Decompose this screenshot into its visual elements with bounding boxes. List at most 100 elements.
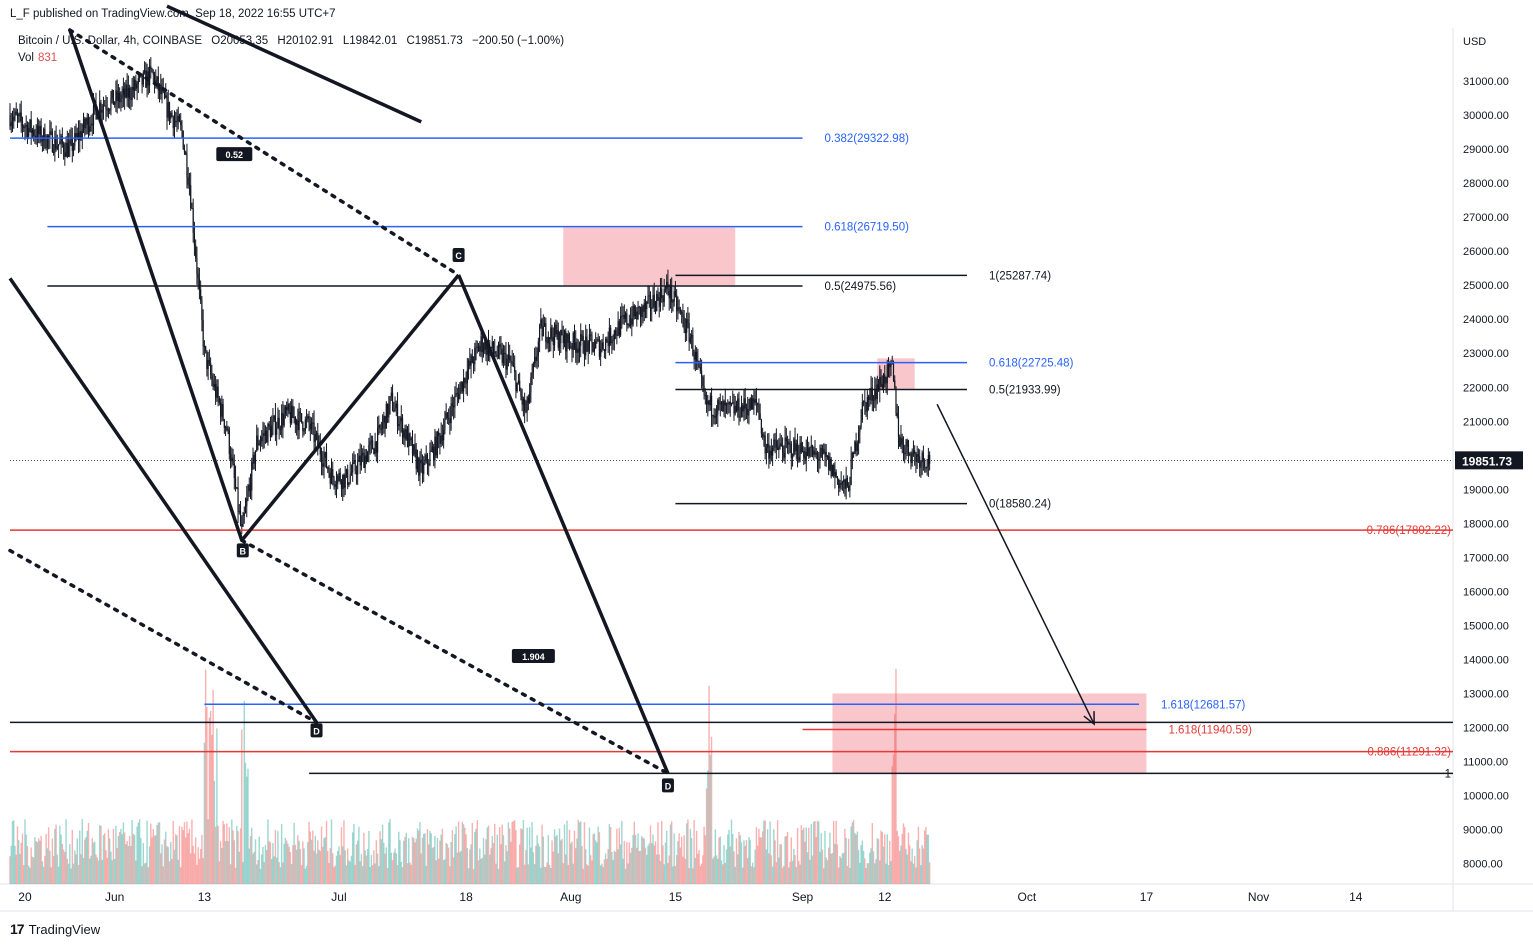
candle-body — [43, 128, 45, 141]
volume-bar — [484, 854, 486, 884]
candle-body — [11, 120, 14, 123]
candle-body — [588, 334, 591, 352]
candle-body — [882, 374, 885, 389]
candle-body — [333, 477, 335, 485]
candle-body — [383, 416, 385, 423]
candle-body — [56, 146, 58, 149]
volume-bar — [684, 858, 687, 884]
candle-body — [595, 341, 597, 349]
candle-body — [13, 116, 15, 121]
volume-bar — [542, 836, 545, 884]
candle-body — [308, 416, 310, 424]
volume-bar — [127, 845, 130, 884]
volume-bar — [405, 832, 407, 884]
volume-bar — [496, 834, 498, 884]
volume-bar — [857, 850, 860, 884]
fib-level-label: 0.5(21933.99) — [989, 384, 1061, 396]
candle-body — [399, 421, 401, 425]
volume-bar — [386, 868, 389, 884]
volume-bar — [735, 838, 738, 884]
candle-body — [800, 442, 802, 453]
volume-bar — [359, 861, 361, 884]
candle-body — [329, 472, 331, 484]
volume-bar — [543, 866, 546, 884]
candle-body — [104, 105, 106, 107]
volume-bar — [82, 857, 85, 884]
candle-body — [580, 334, 582, 346]
volume-bar — [76, 838, 78, 884]
volume-bar — [846, 865, 849, 884]
volume-bar — [434, 835, 436, 884]
candle-body — [794, 439, 796, 452]
candle-body — [420, 459, 422, 464]
volume-bar — [805, 827, 807, 884]
x-tick-label: Jun — [105, 890, 124, 904]
volume-bar — [222, 820, 224, 884]
volume-bar — [208, 717, 211, 884]
candle-body — [853, 452, 855, 454]
volume-legend[interactable]: Vol 831 — [18, 52, 57, 64]
candle-body — [384, 416, 386, 429]
volume-bar — [825, 857, 827, 884]
volume-bar — [649, 825, 652, 884]
candle-body — [114, 102, 116, 105]
candle-body — [811, 445, 814, 455]
candle-body — [511, 361, 513, 364]
candle-body — [669, 285, 672, 299]
candle-body — [712, 415, 714, 417]
candle-body — [459, 387, 461, 400]
volume-bar — [420, 853, 422, 884]
volume-bar — [850, 826, 852, 884]
volume-bar — [690, 838, 693, 884]
pattern-dotted-line — [240, 538, 670, 776]
volume-bar — [485, 839, 487, 884]
ohlc-close: C19851.73 — [406, 35, 463, 47]
ratio-tag — [216, 147, 253, 162]
pattern-leg-line — [240, 273, 460, 542]
volume-bar — [832, 821, 835, 884]
candle-body — [334, 484, 336, 487]
volume-bar — [233, 840, 236, 884]
candle-body — [138, 75, 141, 79]
volume-bar — [775, 862, 778, 884]
volume-bar — [273, 856, 275, 884]
volume-bar — [178, 825, 181, 884]
candle-body — [542, 326, 544, 337]
candle-body — [25, 124, 27, 127]
candle-body — [370, 440, 372, 442]
candle-body — [632, 305, 634, 325]
volume-bar — [180, 867, 182, 884]
candle-body — [455, 393, 457, 396]
candle-body — [577, 348, 579, 353]
volume-bar — [754, 849, 756, 884]
candle-body — [55, 136, 57, 149]
candle-body — [60, 136, 62, 142]
volume-bar — [602, 866, 604, 884]
candle-body — [61, 136, 63, 145]
footer-brand[interactable]: 17 TradingView — [10, 921, 100, 937]
candle-body — [187, 177, 189, 185]
volume-bar — [725, 849, 728, 884]
candle-body — [398, 424, 400, 427]
candle-body — [299, 411, 301, 414]
candle-body — [460, 381, 462, 388]
candle-body — [572, 332, 574, 350]
x-tick-label: 13 — [198, 890, 212, 904]
x-tick-label: 20 — [18, 890, 32, 904]
symbol-legend[interactable]: Bitcoin / U.S. Dollar, 4h, COINBASE O200… — [18, 35, 570, 47]
volume-bar — [830, 853, 832, 884]
volume-bar — [365, 855, 368, 884]
volume-bar — [705, 788, 708, 884]
candle-body — [127, 87, 129, 98]
volume-bar — [350, 855, 353, 884]
volume-bar — [318, 849, 320, 884]
volume-bar — [400, 861, 402, 884]
volume-bar — [892, 754, 895, 884]
volume-bar — [674, 865, 677, 884]
volume-bar — [320, 826, 323, 884]
currency-label: USD — [1463, 36, 1486, 48]
volume-bar — [472, 868, 475, 884]
candle-body — [805, 451, 807, 460]
y-tick-label: 14000.00 — [1463, 654, 1509, 666]
